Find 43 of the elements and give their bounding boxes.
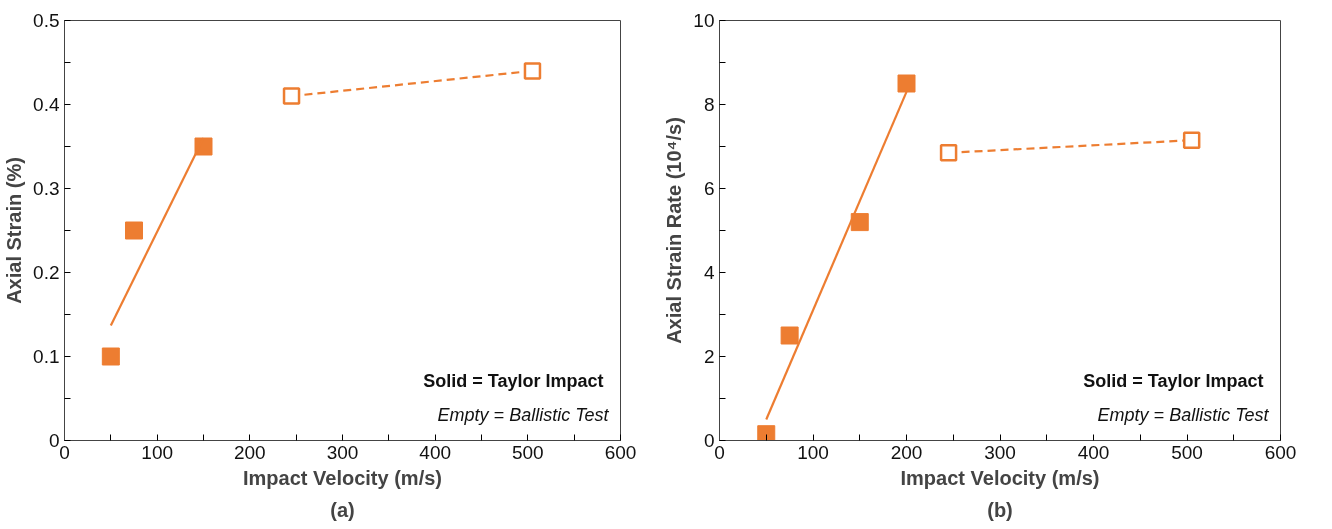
annotation: Solid = Taylor Impact <box>423 370 604 391</box>
point <box>897 74 916 93</box>
point <box>780 326 799 345</box>
point <box>282 87 301 105</box>
point <box>757 425 776 441</box>
x-tick-label: 100 <box>141 441 174 463</box>
x-tick-label: 600 <box>1264 441 1297 463</box>
y-tick-label: 0.2 <box>33 262 60 283</box>
y-tick-label: 0.4 <box>33 94 60 115</box>
x-tick-label: 300 <box>326 441 359 463</box>
text: (b) <box>987 498 1013 521</box>
y-tick-label: 0.3 <box>33 178 60 199</box>
x-tick-label: 100 <box>797 441 829 463</box>
y-tick-label: 8 <box>703 94 715 115</box>
x-tick-label: 500 <box>511 441 544 463</box>
annotation: Empty = Ballistic Test <box>1097 404 1270 425</box>
y-tick-label: 0.1 <box>33 346 60 367</box>
x-tick-label: 500 <box>1171 441 1203 463</box>
y-tick-label: 0.5 <box>33 10 60 31</box>
text: (a) <box>330 498 355 521</box>
point <box>101 347 120 366</box>
x-tick-label: 200 <box>890 441 923 463</box>
point <box>125 221 143 240</box>
annotation: Empty = Ballistic Test <box>437 404 610 425</box>
x-tick-label: 400 <box>1077 441 1110 463</box>
y-axis-title: Axial Strain (%) <box>3 157 26 304</box>
x-tick-label: 200 <box>233 441 266 463</box>
x-axis-title: Impact Velocity (m/s) <box>243 466 442 489</box>
y-axis-title: Axial Strain Rate (10⁴/s) <box>663 117 686 344</box>
annotation: Solid = Taylor Impact <box>1083 370 1264 391</box>
y-tick-label: 10 <box>693 10 715 31</box>
point <box>850 213 869 232</box>
point <box>194 137 213 156</box>
x-tick-label: 400 <box>419 441 452 463</box>
point <box>1182 131 1201 149</box>
point <box>523 62 542 80</box>
point <box>939 144 958 162</box>
x-tick-label: 600 <box>604 441 637 463</box>
y-tick-label: 2 <box>703 346 715 367</box>
y-tick-label: 6 <box>703 178 715 199</box>
y-tick-label: 4 <box>703 262 715 283</box>
x-axis-title: Impact Velocity (m/s) <box>900 466 1100 489</box>
x-tick-label: 300 <box>984 441 1016 463</box>
